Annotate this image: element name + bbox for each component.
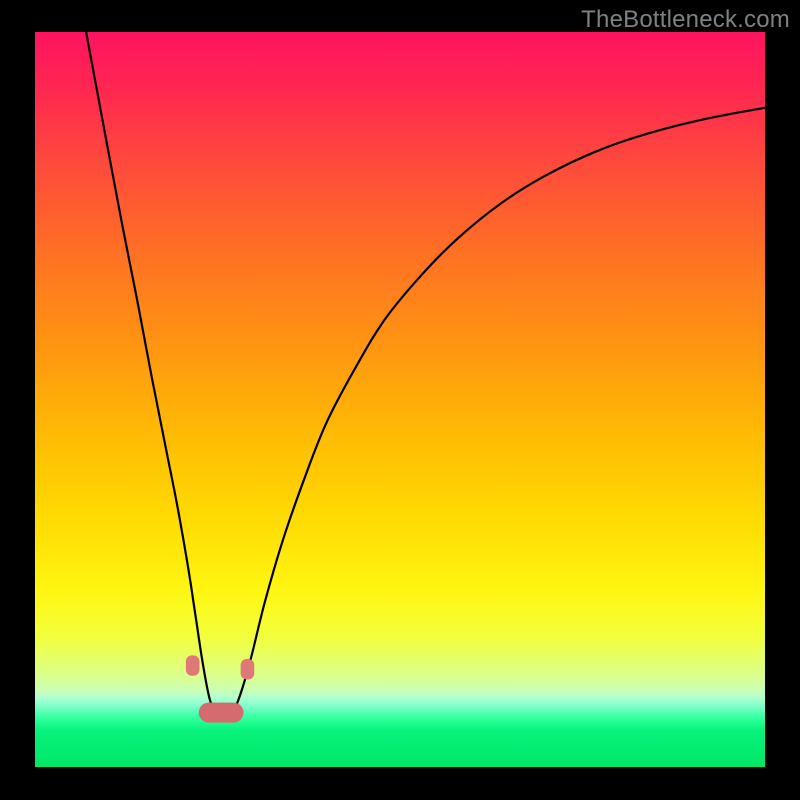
figure-root: TheBottleneck.com [0,0,800,800]
plot-area [35,32,765,767]
plot-svg-layer [35,32,765,767]
watermark-text: TheBottleneck.com [581,6,790,34]
bottleneck-curve [86,32,765,714]
side-marker-right [241,659,255,679]
side-marker-left [186,655,200,675]
